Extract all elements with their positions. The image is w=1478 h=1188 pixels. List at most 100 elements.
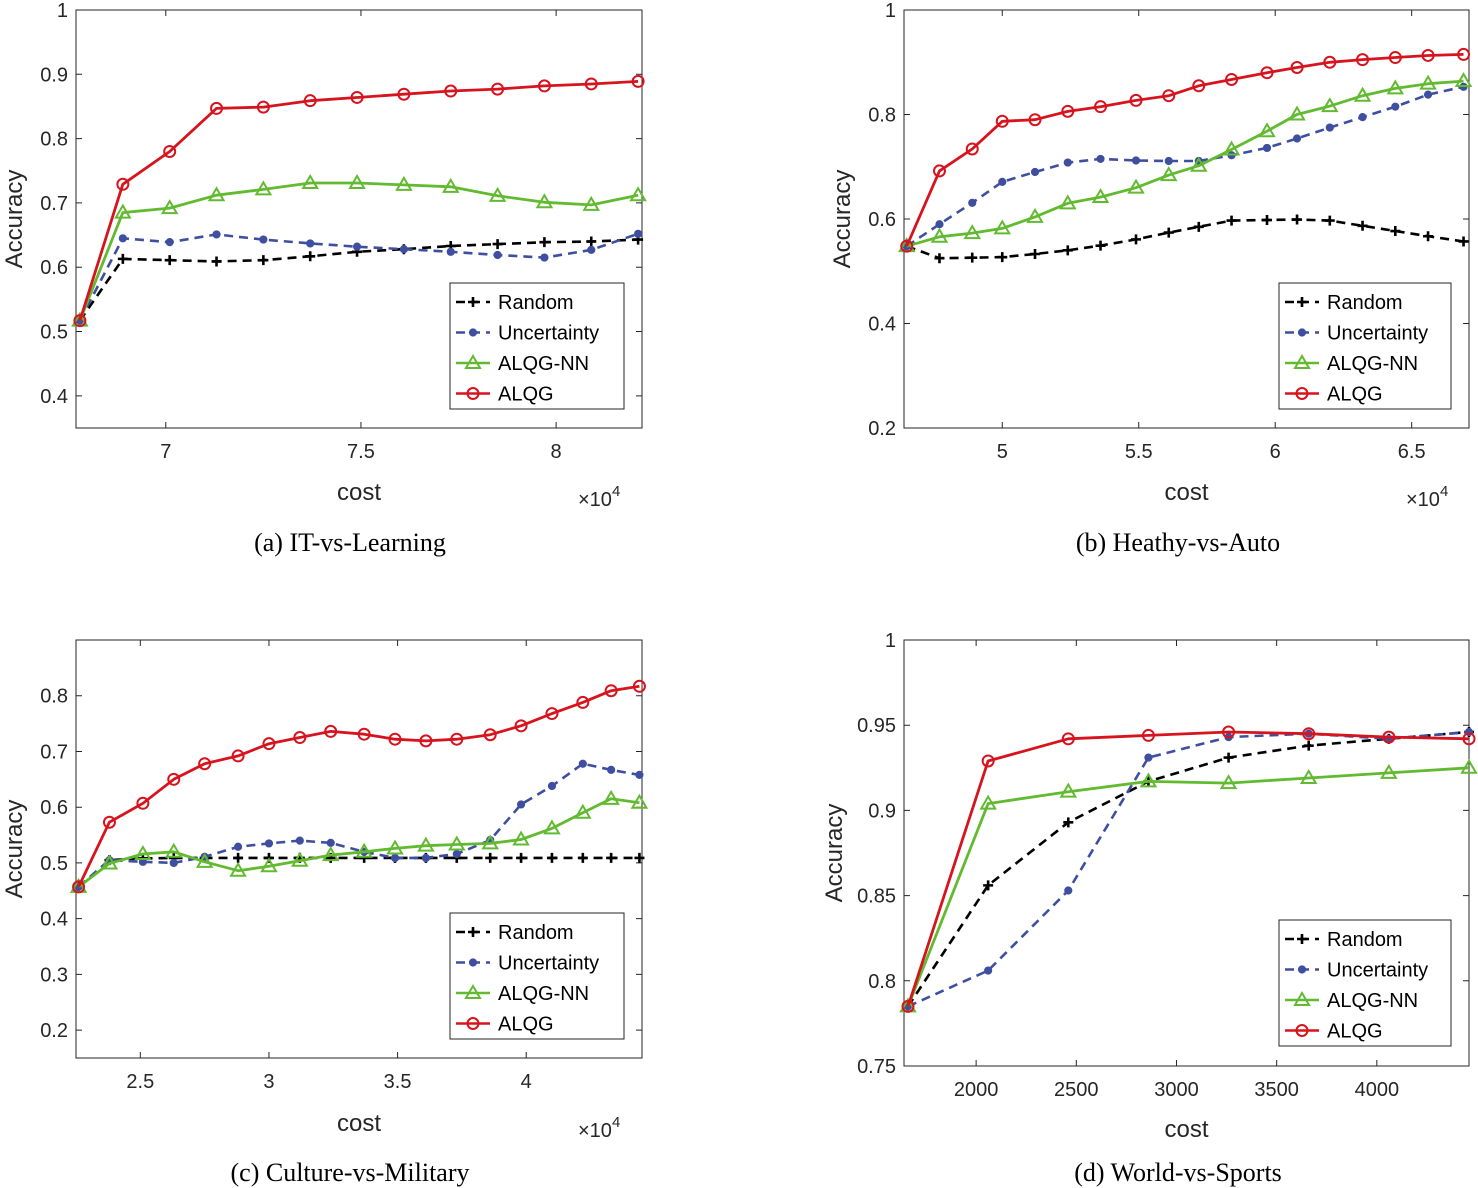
legend-label: Random <box>1327 292 1403 314</box>
legend-marker <box>466 387 480 400</box>
panel-caption: (b) Heathy-vs-Auto <box>1076 528 1280 557</box>
legend-marker <box>468 927 478 937</box>
legend-label: Uncertainty <box>1327 960 1428 982</box>
data-point <box>258 255 269 266</box>
legend: Random Uncertainty ALQG-NN ALQG <box>1278 282 1452 410</box>
data-point <box>395 175 413 191</box>
data-point <box>399 245 408 254</box>
legend-marker <box>1293 991 1311 1006</box>
data-point <box>1321 97 1339 113</box>
data-point <box>935 220 944 229</box>
series-alqg-nn <box>899 758 1478 1013</box>
data-point <box>967 252 978 263</box>
data-point <box>932 164 946 178</box>
data-point <box>1288 105 1306 121</box>
data-point <box>262 737 276 751</box>
y-tick-label: 0.2 <box>868 418 896 440</box>
data-point <box>998 177 1007 187</box>
data-point <box>1323 55 1337 69</box>
data-point <box>326 838 335 847</box>
legend-marker <box>1297 297 1307 307</box>
data-point <box>233 852 244 863</box>
x-axis-label: cost <box>1164 479 1208 506</box>
x-tick-label: 2500 <box>1054 1079 1099 1101</box>
y-tick-label: 0.75 <box>857 1056 896 1078</box>
y-tick-label: 0.5 <box>40 322 68 344</box>
series-line <box>905 85 1464 248</box>
data-point <box>388 732 402 746</box>
data-point <box>169 858 178 868</box>
data-point <box>1061 732 1075 746</box>
legend-label: Random <box>498 292 574 314</box>
y-tick-label: 1 <box>885 0 896 22</box>
x-tick-label: 5.5 <box>1125 441 1153 463</box>
series-line <box>906 730 1470 1008</box>
data-point <box>1390 226 1401 237</box>
x-tick-label: 8 <box>551 441 562 463</box>
data-point <box>993 219 1012 235</box>
data-point <box>134 845 152 861</box>
data-point <box>516 852 527 863</box>
data-point <box>1388 51 1402 65</box>
data-point <box>516 800 526 809</box>
data-point <box>324 724 338 738</box>
data-point <box>1260 66 1274 80</box>
data-point <box>981 754 995 768</box>
data-point <box>321 846 340 862</box>
data-point <box>229 861 247 877</box>
data-point <box>1030 167 1040 177</box>
data-point <box>164 255 175 266</box>
data-point <box>983 880 994 891</box>
y-tick-label: 0.6 <box>40 257 68 279</box>
data-point <box>446 247 455 256</box>
data-point <box>102 815 116 829</box>
data-point <box>1139 772 1158 788</box>
legend-label: ALQG <box>1327 1021 1383 1043</box>
legend-label: ALQG <box>1327 384 1383 406</box>
x-axis-exponent: ×104 <box>578 483 620 511</box>
data-point <box>1303 740 1314 751</box>
series-uncertainty <box>75 229 643 325</box>
legend-label: Random <box>498 922 574 944</box>
data-point <box>1391 102 1400 111</box>
data-point <box>578 759 587 768</box>
x-tick-label: 3.5 <box>384 1071 412 1093</box>
legend-box <box>449 912 625 1040</box>
legend-marker <box>468 328 478 337</box>
data-point <box>631 74 645 88</box>
data-point <box>492 239 503 250</box>
panel-caption: (a) IT-vs-Learning <box>254 528 446 557</box>
data-point <box>1324 215 1335 226</box>
x-axis-label: cost <box>1164 1116 1208 1143</box>
data-point <box>481 834 499 850</box>
data-point <box>211 256 222 267</box>
data-point <box>577 852 588 863</box>
legend-label: ALQG <box>498 384 554 406</box>
data-point <box>1325 123 1334 132</box>
data-point <box>576 695 590 709</box>
data-point <box>1160 166 1178 182</box>
y-tick-label: 0.2 <box>40 1020 68 1042</box>
data-point <box>1292 214 1303 225</box>
y-tick-label: 0.85 <box>857 886 896 908</box>
data-point <box>256 100 270 114</box>
data-point <box>1462 732 1476 746</box>
data-point <box>306 239 315 248</box>
data-point <box>514 719 528 733</box>
data-point <box>441 177 460 193</box>
series-line <box>906 730 1470 1007</box>
y-tick-label: 0.4 <box>40 909 68 931</box>
series-alqg <box>901 725 1476 1013</box>
data-point <box>1193 221 1204 232</box>
data-point <box>1061 104 1075 118</box>
data-point <box>979 794 997 810</box>
data-point <box>419 734 433 748</box>
data-point <box>1421 48 1435 62</box>
data-point <box>116 177 130 191</box>
data-point <box>212 230 221 239</box>
data-point <box>968 198 977 207</box>
series-random <box>74 234 644 326</box>
data-point <box>260 857 278 873</box>
data-point <box>963 224 981 240</box>
data-point <box>1458 236 1469 247</box>
